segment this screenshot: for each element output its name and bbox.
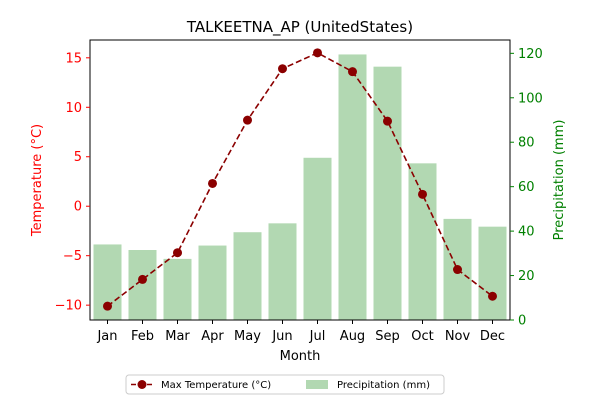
y-right-tick-label: 100: [518, 91, 543, 106]
temperature-point: [278, 64, 287, 74]
precip-bar: [478, 226, 507, 320]
x-tick-label: Jan: [96, 329, 117, 344]
legend: Max Temperature (°C) Precipitation (mm): [125, 374, 445, 395]
y-left-tick-label: 15: [65, 51, 82, 66]
y-left-tick-label: 5: [74, 150, 82, 165]
x-tick-label: Mar: [165, 329, 190, 344]
y-left-tick-label: −5: [63, 249, 82, 264]
y-axis-label-right: Precipitation (mm): [552, 120, 567, 241]
temperature-point: [313, 48, 322, 58]
x-tick-label: Sep: [375, 329, 400, 344]
y-left-tick-label: 10: [65, 101, 82, 116]
bars-layer: [93, 54, 507, 321]
x-tick-label: Apr: [201, 329, 224, 344]
legend-bar-swatch: [306, 380, 328, 389]
plot-frame: [89, 39, 511, 321]
temperature-point: [383, 116, 392, 126]
x-tick-label: Feb: [131, 329, 154, 344]
y-left-tick-label: 0: [74, 200, 82, 215]
precip-bar: [268, 223, 297, 320]
y-right-tick-label: 40: [518, 225, 535, 240]
precip-bar: [128, 250, 157, 320]
temperature-point: [208, 178, 217, 188]
temperature-line: [107, 51, 493, 307]
legend-label-temperature: Max Temperature (°C): [161, 380, 271, 391]
temperature-point: [488, 291, 497, 301]
precip-bar: [198, 245, 227, 320]
y-left-tick-label: −10: [55, 299, 82, 314]
y-right-tick-label: 80: [518, 136, 535, 151]
temperature-point: [103, 301, 112, 311]
y-right-tick-label: 60: [518, 180, 535, 195]
x-tick-label: Dec: [480, 329, 505, 344]
temperature-point: [243, 115, 252, 125]
chart-title: TALKEETNA_AP (UnitedStates): [186, 18, 413, 37]
x-tick-label: Aug: [340, 329, 365, 344]
precip-bar: [408, 163, 437, 320]
precip-bar: [233, 232, 262, 320]
precip-bar: [338, 54, 367, 320]
temperature-point: [348, 67, 357, 77]
temperature-point: [453, 265, 462, 275]
y-right-tick-label: 20: [518, 269, 535, 284]
x-tick-label: Nov: [445, 329, 471, 344]
precip-bar: [373, 66, 402, 321]
legend-label-precipitation: Precipitation (mm): [337, 380, 430, 391]
temperature-point: [418, 189, 427, 199]
legend-marker-swatch: [137, 380, 147, 389]
y-right-tick-label: 0: [518, 314, 526, 329]
legend-box: [125, 374, 445, 395]
precip-bar: [303, 157, 332, 320]
x-axis: Jan Feb Mar Apr May Jun Jul Aug Sep Oct Nov Dec: [96, 320, 505, 344]
y-right-tick-label: 120: [518, 47, 543, 62]
line-layer: [103, 48, 497, 311]
y-axis-label-left: Temperature (°C): [30, 124, 45, 237]
y-axis-right: 0 20 40 60 80 100 120: [510, 47, 543, 329]
temperature-point: [173, 248, 182, 258]
x-tick-label: Jul: [309, 329, 326, 344]
temperature-point: [138, 274, 147, 284]
x-tick-label: Jun: [271, 329, 292, 344]
y-axis-left: −10 −5 0 5 10 15: [55, 51, 90, 314]
x-tick-label: Oct: [411, 329, 433, 344]
x-axis-label: Month: [280, 349, 321, 364]
x-tick-label: May: [234, 329, 261, 344]
precip-bar: [163, 258, 192, 320]
